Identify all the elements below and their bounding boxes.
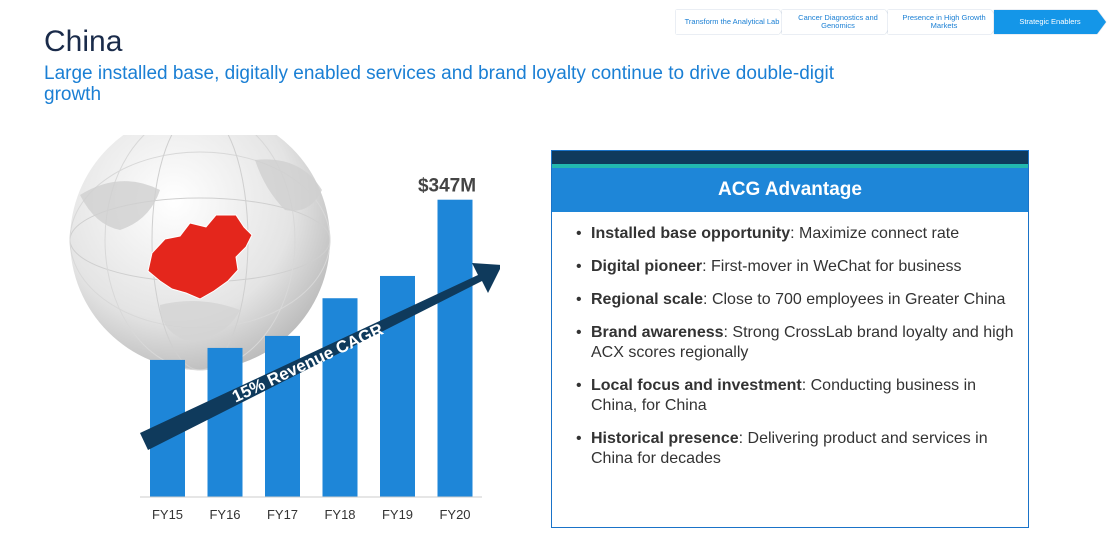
item-text: : Maximize connect rate: [790, 225, 960, 242]
x-tick-label: FY20: [439, 507, 470, 522]
item-text: : First-mover in WeChat for business: [702, 258, 962, 275]
item-title: Historical presence: [591, 430, 739, 447]
nav-step-high-growth-markets[interactable]: Presence in High Growth Markets: [888, 10, 1000, 34]
china-map-icon: [147, 214, 253, 300]
item-text: : Conducting business in China, for Chin…: [591, 377, 977, 414]
item-text: : Close to 700 employees in Greater Chin…: [703, 291, 1006, 308]
bar-fy16: [207, 347, 243, 497]
value-label-fy20: $347M: [418, 176, 476, 197]
advantage-list: • Installed base opportunity: Maximize co…: [552, 212, 1028, 469]
bullet: •: [576, 377, 582, 394]
x-axis-labels: FY15 FY16 FY17 FY18 FY19 FY20: [152, 507, 471, 522]
nav-step-strategic-enablers[interactable]: Strategic Enablers: [994, 10, 1106, 34]
bullet: •: [576, 258, 582, 275]
nav-step-cancer-diagnostics[interactable]: Cancer Diagnostics and Genomics: [782, 10, 894, 34]
x-tick-label: FY17: [267, 507, 298, 522]
bar-fy18: [322, 298, 358, 497]
bullet: •: [576, 225, 582, 242]
list-item: • Regional scale: Close to 700 employees …: [576, 290, 1014, 310]
list-item: • Digital pioneer: First-mover in WeChat …: [576, 257, 1014, 277]
list-item: • Local focus and investment: Conducting …: [576, 376, 1014, 416]
item-text: : Strong CrossLab brand loyalty and high…: [591, 324, 1014, 361]
list-item: • Brand awareness: Strong CrossLab brand …: [576, 323, 1014, 363]
page-subtitle: Large installed base, digitally enabled …: [44, 63, 835, 105]
x-tick-label: FY15: [152, 507, 183, 522]
bullet: •: [576, 324, 582, 341]
nav-step-analytical-lab[interactable]: Transform the Analytical Lab: [676, 10, 788, 34]
x-tick-label: FY16: [209, 507, 240, 522]
list-item: • Historical presence: Delivering product…: [576, 429, 1014, 469]
acg-advantage-panel: ACG Advantage • Installed base opportunit…: [551, 150, 1029, 528]
panel-top-band: [552, 151, 1028, 164]
item-title: Brand awareness: [591, 324, 724, 341]
item-title: Digital pioneer: [591, 258, 703, 275]
x-tick-label: FY18: [324, 507, 355, 522]
panel-accent-stripe: [552, 164, 1028, 168]
bullet: •: [576, 291, 582, 308]
page-title: China: [44, 25, 123, 58]
item-title: Regional scale: [591, 291, 704, 308]
progress-nav: Transform the Analytical Lab Cancer Diag…: [676, 10, 1106, 34]
bar-fy20: [437, 199, 473, 497]
item-title: Installed base opportunity: [591, 225, 791, 242]
panel-header: ACG Advantage: [552, 168, 1028, 212]
revenue-chart: 15% Revenue CAGR FY15 FY16 FY17 FY18 FY19 FY2…: [69, 135, 500, 522]
item-text: : Delivering product and services in Chi…: [591, 430, 988, 467]
value-labels: $347M: [418, 176, 476, 197]
bullet: •: [576, 430, 582, 447]
item-title: Local focus and investment: [591, 377, 802, 394]
x-tick-label: FY19: [382, 507, 413, 522]
list-item: • Installed base opportunity: Maximize co…: [576, 224, 1014, 244]
